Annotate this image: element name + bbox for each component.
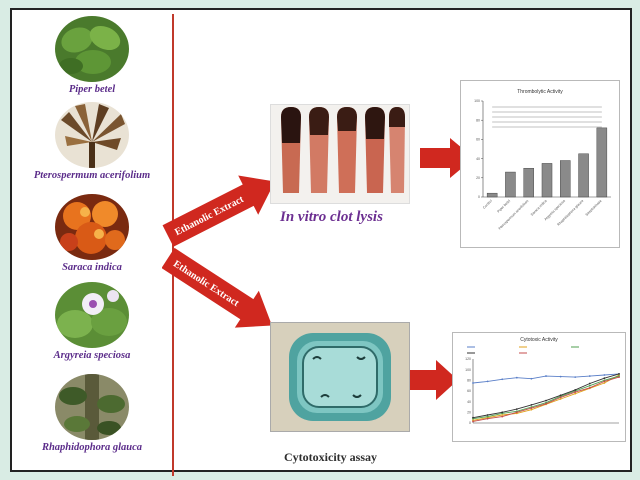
- x-tick-label: Saraca indica: [530, 199, 548, 217]
- clot-lysis-title-rest: clot lysis: [326, 209, 383, 225]
- series-point: [603, 380, 606, 383]
- series-point: [603, 382, 606, 384]
- y-tick-label: 40: [476, 157, 480, 161]
- y-tick-label: 100: [465, 368, 471, 372]
- y-tick-label: 100: [474, 99, 480, 103]
- series-point: [603, 377, 606, 380]
- y-tick-label: 80: [476, 118, 480, 122]
- series-point: [530, 377, 533, 380]
- piper-betel-photo: [55, 16, 129, 82]
- plant-name: Pterospermum acerifolium: [33, 170, 151, 181]
- cytotoxicity-title: Cytotoxicity assay: [284, 450, 377, 464]
- series-point: [545, 402, 547, 405]
- series-point: [559, 396, 562, 399]
- y-tick-label: 0: [469, 421, 471, 425]
- x-tick-label: Piper betel: [496, 199, 511, 214]
- cytotoxic-chart: Cytotoxic Activity 0 20 40 60 80 100 120: [452, 332, 626, 442]
- arrow-to-line-chart: [410, 360, 458, 400]
- bar-chart-svg: Thrombolytic Activity 0 20 40 60 80 100 Control…: [474, 89, 611, 231]
- bar: [596, 127, 608, 198]
- series-point: [530, 408, 533, 411]
- series-point: [530, 403, 533, 406]
- y-tick-label: 120: [465, 357, 471, 361]
- plant-saraca-indica: Saraca indica: [16, 194, 168, 274]
- clot-lysis-title-italic: In vitro: [280, 209, 327, 225]
- series-point: [618, 373, 620, 375]
- series-point: [515, 376, 518, 379]
- series-point: [603, 374, 606, 376]
- series-point: [588, 382, 591, 385]
- series-point: [486, 417, 489, 420]
- series-point: [486, 414, 489, 416]
- rhaphidophora-glauca-photo: [55, 374, 129, 440]
- x-tick-label: Streptokinase: [585, 199, 603, 217]
- saraca-indica-photo: [55, 194, 129, 260]
- upper-arrow: [162, 175, 275, 247]
- chart-title: Thrombolytic Activity: [517, 89, 563, 95]
- series-point: [618, 376, 620, 379]
- series-point: [588, 386, 591, 389]
- series-line: [472, 375, 620, 420]
- series-point: [501, 414, 504, 416]
- argyreia-speciosa-photo: [55, 282, 129, 348]
- plant-piper-betel: Piper betel: [16, 16, 168, 96]
- series-point: [545, 399, 547, 402]
- y-tick-label: 0: [478, 195, 480, 199]
- series-point: [486, 380, 489, 383]
- series-point: [501, 378, 504, 381]
- series-point: [515, 408, 518, 411]
- y-tick-label: 80: [467, 379, 471, 383]
- bar: [505, 171, 516, 198]
- series-point: [486, 415, 489, 418]
- clot-lysis-title: In vitro clot lysis: [280, 209, 383, 226]
- plant-name: Rhaphidophora glauca: [41, 442, 143, 453]
- series-point: [472, 416, 474, 419]
- y-tick-label: 60: [476, 138, 480, 142]
- y-tick-label: 20: [467, 411, 471, 415]
- series-point: [472, 420, 474, 423]
- series-point: [588, 375, 591, 377]
- series-point: [515, 411, 518, 414]
- y-tick-label: 20: [476, 176, 480, 180]
- series-point: [559, 375, 562, 378]
- clot-lysis-tubes-image: [270, 104, 410, 204]
- bar: [523, 167, 534, 198]
- series-point: [530, 407, 533, 409]
- plant-name: Argyreia speciosa: [53, 350, 131, 361]
- series-point: [501, 411, 504, 414]
- plant-name: Saraca indica: [62, 262, 122, 273]
- y-tick-label: 60: [467, 389, 471, 393]
- plant-name: Piper betel: [68, 84, 116, 95]
- line-chart-svg: Cytotoxic Activity 0 20 40 60 80 100 120: [465, 337, 620, 425]
- series-point: [574, 392, 577, 395]
- bar: [560, 160, 571, 198]
- series-point: [588, 384, 591, 387]
- figure-panel: Piper betel Pterospermum acerifolium: [10, 8, 632, 476]
- bar: [486, 192, 498, 198]
- lower-arrow: [162, 247, 272, 328]
- series-point: [574, 389, 577, 391]
- chart-title: Cytotoxic Activity: [520, 337, 558, 343]
- x-tick-label: Control: [482, 199, 493, 210]
- bar: [578, 153, 589, 198]
- extract-arrows: Ethanolic Extract Ethanolic Extract: [162, 175, 275, 328]
- thrombolytic-chart: Thrombolytic Activity 0 20 40 60 80 100 Control…: [460, 80, 620, 248]
- pterospermum-photo: [55, 102, 129, 168]
- plant-pterospermum: Pterospermum acerifolium: [16, 102, 168, 182]
- series-point: [559, 394, 562, 397]
- series-point: [545, 375, 547, 377]
- bar: [541, 163, 553, 198]
- plant-argyreia-speciosa: Argyreia speciosa: [16, 282, 168, 362]
- lower-arrow-label: Ethanolic Extract: [171, 259, 241, 310]
- plant-rhaphidophora-glauca: Rhaphidophora glauca: [16, 374, 168, 454]
- series-point: [574, 391, 577, 393]
- series-point: [472, 382, 474, 384]
- y-tick-label: 40: [467, 400, 471, 404]
- series-point: [574, 376, 577, 379]
- series-point: [501, 415, 504, 418]
- cytotoxicity-petri-image: [270, 322, 410, 432]
- series-point: [559, 398, 562, 400]
